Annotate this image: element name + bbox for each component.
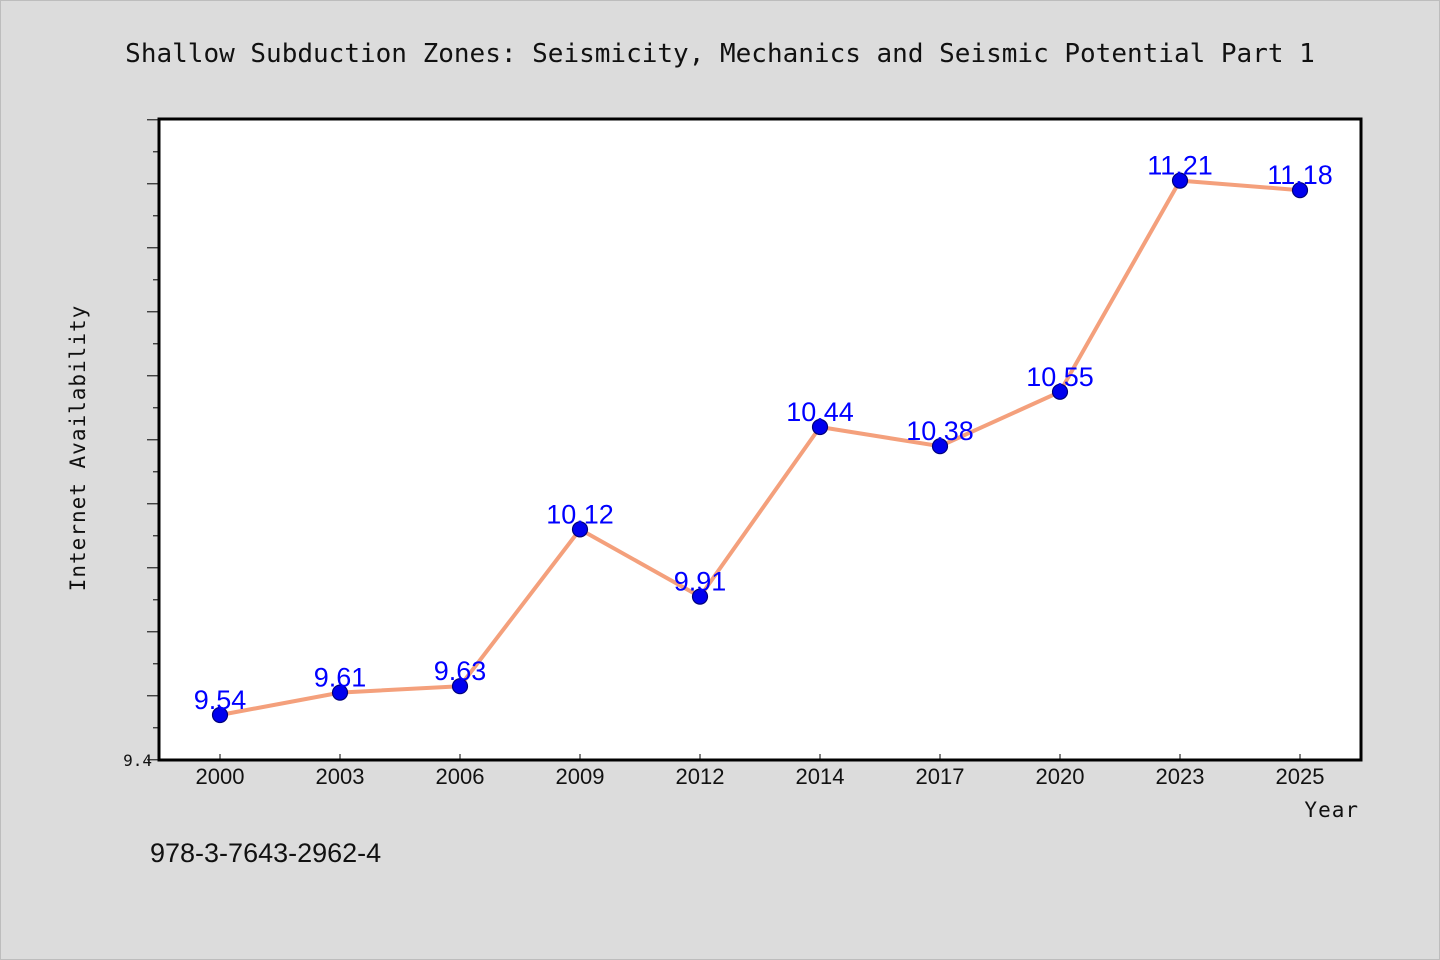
data-point xyxy=(691,588,709,605)
x-tick-label: 2000 xyxy=(196,764,245,789)
x-tick-label: 2009 xyxy=(556,764,605,789)
data-point xyxy=(931,438,949,455)
data-labels: 9.54 9.61 9.63 10.12 9.91 10.44 10.38 10.55 11.2… xyxy=(194,151,1333,715)
data-point xyxy=(1171,172,1189,189)
x-tick-label: 2006 xyxy=(436,764,485,789)
y-axis-label: Internet Availability xyxy=(66,305,90,592)
x-tick-label: 2014 xyxy=(796,764,845,789)
x-tick-label: 2003 xyxy=(316,764,365,789)
x-axis-tick-labels: 2000 2003 2006 2009 2012 2014 2017 2020 2023 2025 xyxy=(196,764,1325,789)
data-label: 11.21 xyxy=(1147,151,1213,181)
series-line xyxy=(218,178,1302,717)
data-label: 10.38 xyxy=(906,416,974,446)
x-tick-label: 2025 xyxy=(1276,764,1325,789)
data-label: 9.91 xyxy=(674,567,727,597)
chart-title: Shallow Subduction Zones: Seismicity, Me… xyxy=(125,39,1315,69)
data-point xyxy=(571,521,589,538)
data-label: 10.55 xyxy=(1026,362,1094,392)
isbn-text: 978-3-7643-2962-4 xyxy=(150,838,381,868)
x-axis-label: Year xyxy=(1304,798,1359,822)
data-markers xyxy=(211,172,1309,724)
data-label: 9.61 xyxy=(314,663,367,693)
plot-area xyxy=(157,117,1363,762)
data-label: 10.44 xyxy=(786,397,854,427)
y-tick-label: 9.4 xyxy=(123,751,152,770)
data-point xyxy=(451,678,469,695)
x-tick-label: 2012 xyxy=(676,764,725,789)
data-label: 10.12 xyxy=(546,499,614,529)
x-axis-ticks xyxy=(219,754,1301,760)
x-tick-label: 2017 xyxy=(916,764,965,789)
data-point xyxy=(811,418,829,436)
data-point xyxy=(1051,383,1069,400)
data-label: 9.63 xyxy=(434,656,487,686)
x-tick-label: 2020 xyxy=(1036,764,1085,789)
y-axis-ticks xyxy=(147,119,159,761)
data-label: 11.18 xyxy=(1267,160,1333,190)
data-point xyxy=(211,706,229,724)
data-label: 9.54 xyxy=(194,685,247,715)
x-tick-label: 2023 xyxy=(1156,764,1205,789)
data-point xyxy=(331,684,349,701)
data-point xyxy=(1291,182,1309,199)
